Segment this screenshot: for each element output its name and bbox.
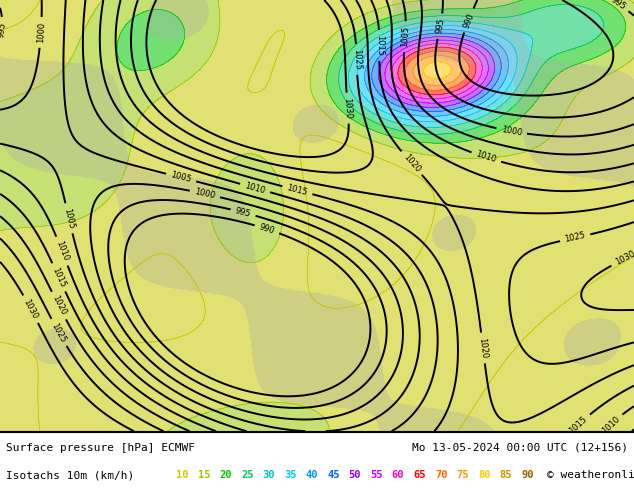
Text: 60: 60 xyxy=(392,470,404,480)
Text: 1000: 1000 xyxy=(36,22,46,43)
Text: 1015: 1015 xyxy=(375,35,384,56)
Text: 1030: 1030 xyxy=(22,297,40,320)
Text: 65: 65 xyxy=(413,470,426,480)
Text: 1020: 1020 xyxy=(401,152,422,174)
Text: 30: 30 xyxy=(262,470,275,480)
Text: 35: 35 xyxy=(284,470,297,480)
Text: Surface pressure [hPa] ECMWF: Surface pressure [hPa] ECMWF xyxy=(6,442,195,453)
Text: 1015: 1015 xyxy=(286,183,309,197)
Text: 1005: 1005 xyxy=(400,26,410,48)
Text: 1030: 1030 xyxy=(614,249,634,267)
Text: 45: 45 xyxy=(327,470,340,480)
Text: 1020: 1020 xyxy=(477,337,489,359)
Text: 1025: 1025 xyxy=(49,321,68,344)
Text: 90: 90 xyxy=(521,470,534,480)
Text: 1010: 1010 xyxy=(475,150,498,165)
Text: 1010: 1010 xyxy=(243,181,266,195)
Text: 10: 10 xyxy=(176,470,189,480)
Text: 995: 995 xyxy=(434,18,446,35)
Text: 40: 40 xyxy=(306,470,318,480)
Text: 80: 80 xyxy=(478,470,491,480)
Text: 1015: 1015 xyxy=(50,266,67,289)
Text: 995: 995 xyxy=(609,0,627,12)
Text: 1010: 1010 xyxy=(600,414,621,435)
Text: 1020: 1020 xyxy=(50,294,68,317)
Text: 990: 990 xyxy=(258,222,276,236)
Text: 1000: 1000 xyxy=(194,187,216,200)
Text: 15: 15 xyxy=(198,470,210,480)
Text: 25: 25 xyxy=(241,470,254,480)
Text: 70: 70 xyxy=(435,470,448,480)
Text: 1025: 1025 xyxy=(352,49,361,70)
Text: Isotachs 10m (km/h): Isotachs 10m (km/h) xyxy=(6,470,134,480)
Text: 1005: 1005 xyxy=(62,207,75,229)
Text: 990: 990 xyxy=(462,11,476,29)
Text: © weatheronline.co.uk: © weatheronline.co.uk xyxy=(547,470,634,480)
Text: 85: 85 xyxy=(500,470,512,480)
Text: Mo 13-05-2024 00:00 UTC (12+156): Mo 13-05-2024 00:00 UTC (12+156) xyxy=(411,442,628,453)
Text: 1025: 1025 xyxy=(564,231,586,245)
Text: 1030: 1030 xyxy=(342,97,353,119)
Text: 75: 75 xyxy=(456,470,469,480)
Text: 1010: 1010 xyxy=(54,240,70,263)
Text: 995: 995 xyxy=(0,22,7,38)
Text: 50: 50 xyxy=(349,470,361,480)
Text: 1000: 1000 xyxy=(500,125,523,138)
Text: 1015: 1015 xyxy=(567,415,589,435)
Text: 995: 995 xyxy=(235,206,252,219)
Text: 20: 20 xyxy=(219,470,232,480)
Text: 55: 55 xyxy=(370,470,383,480)
Text: 1005: 1005 xyxy=(170,171,193,185)
